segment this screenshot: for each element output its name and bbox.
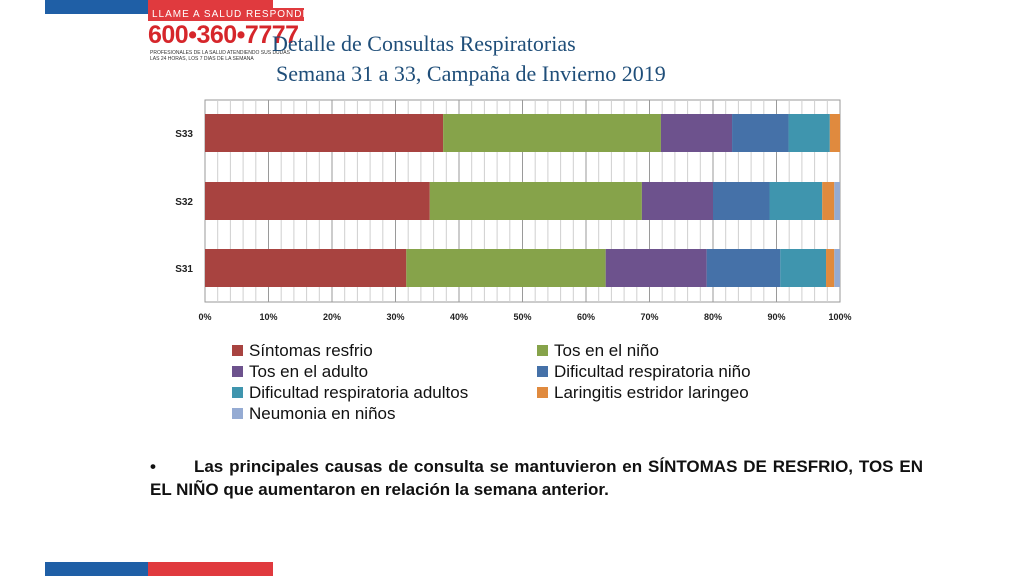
y-tick-label: S31: [175, 264, 193, 275]
bar-segment: [605, 249, 707, 287]
bar-segment: [706, 249, 781, 287]
bar-segment: [834, 182, 840, 220]
stacked-bar-chart: S33 S32 S31 0% 10% 20% 30% 40% 50% 60% 70% 80% 90% 10…: [175, 99, 852, 322]
bar-segment: [834, 249, 840, 287]
bar-segment: [443, 114, 661, 152]
legend-label: Laringitis estridor laringeo: [554, 383, 749, 402]
bar-segment: [788, 114, 830, 152]
bar-segment: [205, 249, 407, 287]
bar-segment: [732, 114, 789, 152]
legend-swatch: [537, 345, 548, 356]
bar-segment: [660, 114, 733, 152]
x-tick-label: 10%: [259, 312, 277, 322]
x-tick-label: 0%: [198, 312, 211, 322]
legend-item: Laringitis estridor laringeo: [537, 383, 749, 403]
legend-label: Síntomas resfrio: [249, 341, 373, 360]
x-tick-label: 80%: [704, 312, 722, 322]
legend-item: Tos en el adulto: [232, 362, 368, 382]
bar-segment: [429, 182, 642, 220]
bottom-stripe-red: [148, 562, 273, 576]
legend-label: Tos en el niño: [554, 341, 659, 360]
y-tick-label: S33: [175, 129, 193, 140]
bar-segment: [829, 114, 840, 152]
legend-label: Tos en el adulto: [249, 362, 369, 381]
bar-segment: [406, 249, 606, 287]
x-tick-label: 20%: [323, 312, 341, 322]
x-tick-label: 50%: [513, 312, 531, 322]
top-stripe-blue: [45, 0, 148, 14]
bar-segment: [205, 114, 444, 152]
legend-swatch: [537, 387, 548, 398]
x-tick-label: 70%: [640, 312, 658, 322]
legend-item: Tos en el niño: [537, 341, 659, 361]
legend-swatch: [232, 345, 243, 356]
bullet-paragraph: • Las principales causas de consulta se m…: [150, 455, 923, 501]
logo-tagline: PROFESIONALES DE LA SALUD ATENDIENDO SUS…: [150, 50, 290, 62]
legend-swatch: [232, 408, 243, 419]
legend-item: Dificultad respiratoria niño: [537, 362, 751, 382]
legend-swatch: [232, 366, 243, 377]
x-tick-label: 60%: [577, 312, 595, 322]
salud-responde-logo: LLAME A SALUD RESPONDE 600•360•7777 PROF…: [148, 8, 308, 62]
legend-item: Síntomas resfrio: [232, 341, 373, 361]
bar-segment: [826, 249, 835, 287]
bar-segment: [780, 249, 827, 287]
bar-segment: [205, 182, 430, 220]
legend-item: Dificultad respiratoria adultos: [232, 383, 468, 403]
bar-segment: [822, 182, 835, 220]
bar-segment: [713, 182, 770, 220]
logo-phone: 600•360•7777: [148, 21, 299, 49]
x-tick-label: 100%: [828, 312, 851, 322]
legend-label: Dificultad respiratoria niño: [554, 362, 751, 381]
logo-banner: LLAME A SALUD RESPONDE: [148, 8, 304, 21]
bottom-stripe-blue: [45, 562, 148, 576]
chart-title-line2: Semana 31 a 33, Campaña de Invierno 2019: [276, 61, 666, 86]
chart-title-line1: Detalle de Consultas Respiratorias: [272, 31, 576, 56]
x-tick-label: 90%: [767, 312, 785, 322]
legend-label: Dificultad respiratoria adultos: [249, 383, 469, 402]
legend-swatch: [537, 366, 548, 377]
x-tick-label: 30%: [386, 312, 404, 322]
legend-item: Neumonia en niños: [232, 404, 395, 424]
bullet-marker: •: [150, 457, 156, 476]
x-tick-label: 40%: [450, 312, 468, 322]
legend-swatch: [232, 387, 243, 398]
y-tick-label: S32: [175, 197, 193, 208]
bullet-text: Las principales causas de consulta se ma…: [150, 457, 923, 499]
bar-segment: [641, 182, 713, 220]
bar-segment: [769, 182, 823, 220]
legend-label: Neumonia en niños: [249, 404, 396, 423]
